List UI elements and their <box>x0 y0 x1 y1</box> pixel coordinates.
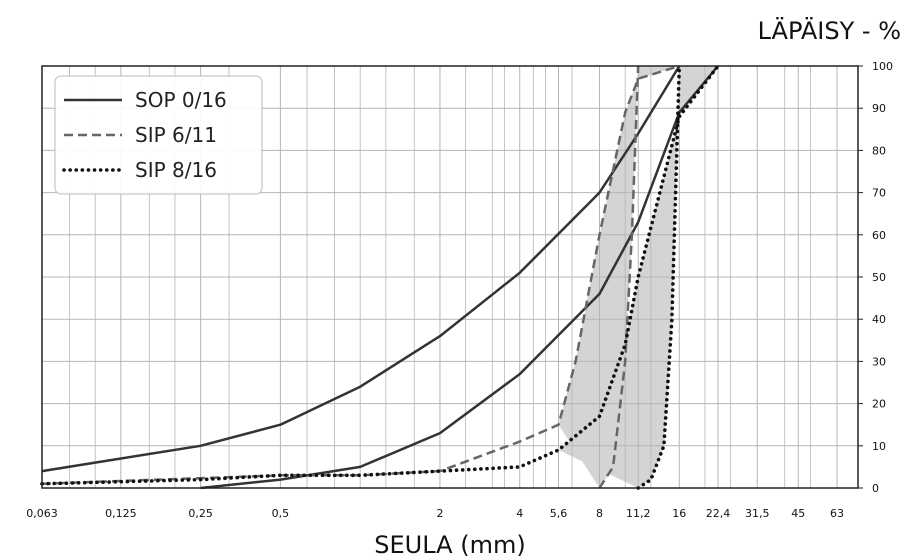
y-axis-title: LÄPÄISY - % <box>758 16 901 45</box>
grading-curves <box>40 64 720 490</box>
legend-label-1: SIP 6/11 <box>135 123 217 147</box>
y-tick-label-6: 60 <box>872 229 886 242</box>
series-2-curve-0 <box>40 64 720 486</box>
legend-label-0: SOP 0/16 <box>135 88 227 112</box>
series-1-curve-0 <box>41 64 680 486</box>
x-tick-label-1: 0,125 <box>105 507 137 520</box>
y-tick-labels: 0 10 20 30 40 50 60 70 80 90 100 <box>858 60 893 495</box>
x-tick-label-11: 31,5 <box>745 507 770 520</box>
y-tick-label-5: 50 <box>872 271 886 284</box>
y-tick-label-1: 10 <box>872 440 886 453</box>
y-tick-label-10: 100 <box>872 60 893 73</box>
series-0-curve-1 <box>200 65 719 490</box>
series-1-curve-1 <box>598 65 640 489</box>
x-tick-label-0: 0,063 <box>26 507 58 520</box>
x-tick-label-9: 16 <box>672 507 686 520</box>
y-tick-label-8: 80 <box>872 144 886 157</box>
legend-label-2: SIP 8/16 <box>135 158 217 182</box>
x-tick-label-4: 2 <box>436 507 443 520</box>
legend: SOP 0/16 SIP 6/11 SIP 8/16 <box>54 75 263 195</box>
x-axis-title: SEULA (mm) <box>374 531 525 558</box>
x-tick-label-13: 63 <box>830 507 844 520</box>
series-2-curve-1 <box>636 64 682 490</box>
x-tick-label-7: 8 <box>596 507 603 520</box>
y-tick-label-4: 40 <box>872 313 886 326</box>
x-tick-label-5: 4 <box>516 507 523 520</box>
x-tick-label-12: 45 <box>791 507 805 520</box>
y-tick-label-2: 20 <box>872 398 886 411</box>
y-tick-label-9: 90 <box>872 102 886 115</box>
y-tick-label-0: 0 <box>872 482 879 495</box>
y-tick-label-3: 30 <box>872 355 886 368</box>
x-tick-label-8: 11,2 <box>626 507 651 520</box>
y-tick-label-7: 70 <box>872 187 886 200</box>
x-tick-labels: 0,063 0,125 0,25 0,5 2 4 5,6 8 11,2 16 22,4 31,5 45 6… <box>26 507 844 520</box>
x-tick-label-3: 0,5 <box>272 507 290 520</box>
x-tick-label-2: 0,25 <box>188 507 213 520</box>
legend-box <box>54 75 263 195</box>
series-0-curve-0 <box>41 65 681 473</box>
x-tick-label-10: 22,4 <box>706 507 731 520</box>
x-tick-label-6: 5,6 <box>550 507 568 520</box>
